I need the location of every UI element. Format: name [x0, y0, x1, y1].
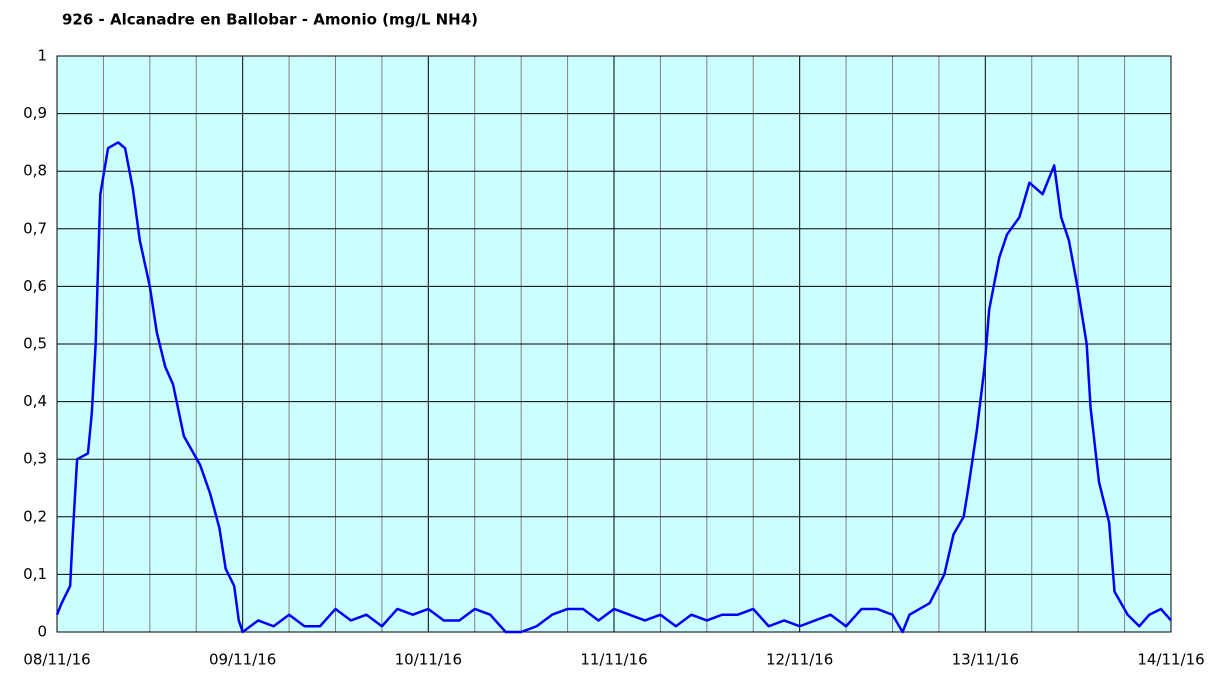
- y-tick-label: 0,7: [23, 219, 47, 237]
- y-tick-label: 1: [37, 47, 47, 65]
- x-tick-label: 11/11/16: [580, 651, 647, 669]
- y-tick-label: 0,9: [23, 104, 47, 122]
- y-tick-label: 0: [37, 623, 47, 641]
- data-line: [55, 141, 1172, 634]
- x-tick-label: 12/11/16: [766, 651, 833, 669]
- y-tick-label: 0,3: [23, 450, 47, 468]
- y-tick-label: 0,4: [23, 392, 47, 410]
- plot-border: [56, 55, 1172, 633]
- chart-title: 926 - Alcanadre en Ballobar - Amonio (mg…: [62, 11, 478, 29]
- x-tick-label: 14/11/16: [1137, 651, 1204, 669]
- x-tick-label: 09/11/16: [209, 651, 276, 669]
- y-tick-label: 0,6: [23, 277, 47, 295]
- x-tick-label: 10/11/16: [395, 651, 462, 669]
- y-tick-label: 0,1: [23, 565, 47, 583]
- x-tick-label: 08/11/16: [23, 651, 90, 669]
- y-tick-label: 0,8: [23, 162, 47, 180]
- y-tick-label: 0,2: [23, 507, 47, 525]
- x-tick-label: 13/11/16: [952, 651, 1019, 669]
- y-tick-label: 0,5: [23, 335, 47, 353]
